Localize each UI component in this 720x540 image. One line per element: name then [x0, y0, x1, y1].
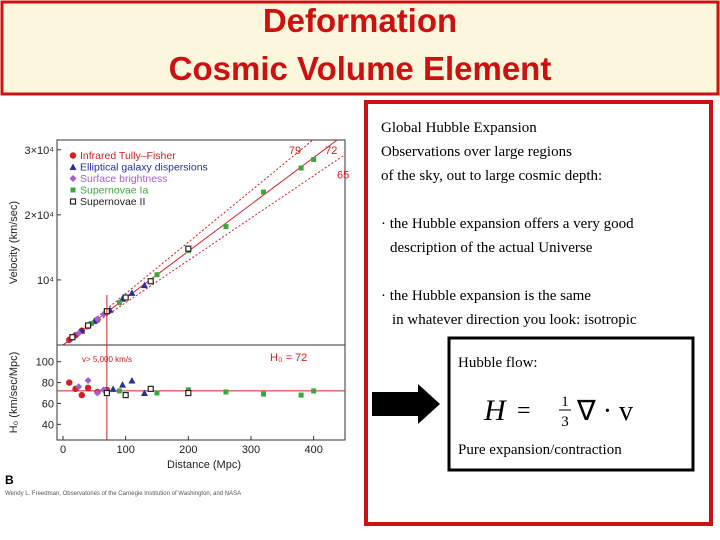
y-tick-label: 100: [36, 357, 54, 369]
figure: 10⁴ 2×10⁴ 3×10⁴ Velocity (km/sec) 79 72 65 Infr…: [8, 139, 349, 471]
y-tick-label: 60: [42, 398, 54, 410]
credit: Wendy L. Freedman, Observatories of the …: [5, 491, 241, 497]
equation-caption: Pure expansion/contraction: [458, 442, 622, 458]
point: [223, 224, 229, 230]
equation-den: 3: [561, 414, 569, 430]
arrow: [372, 384, 440, 424]
point: [185, 387, 191, 393]
legend-label: Infrared Tully–Fisher: [80, 150, 176, 162]
point: [69, 163, 77, 170]
point: [84, 322, 92, 329]
equation-box: [447, 336, 695, 472]
point: [75, 383, 83, 391]
legend-label: Surface brightness: [80, 173, 168, 185]
point: [88, 321, 94, 327]
y-axis-label: Velocity (km/sec): [8, 201, 20, 284]
y-tick-label: 80: [42, 378, 54, 390]
point: [147, 385, 154, 392]
title-box: [0, 0, 720, 96]
equation-label: Hubble flow:: [458, 355, 538, 371]
point: [69, 198, 77, 205]
h0-label: H₀ = 72: [270, 352, 307, 364]
point: [84, 376, 92, 384]
point: [185, 389, 192, 397]
fit-label: 79: [289, 145, 301, 157]
legend-label: Elliptical galaxy dispersions: [80, 162, 208, 174]
point: [140, 281, 148, 289]
cut-label: v> 5,000 km/s: [82, 355, 132, 364]
point: [109, 385, 117, 392]
x-tick-label: 400: [304, 444, 322, 456]
x-tick-label: 100: [116, 444, 134, 456]
point: [298, 392, 304, 398]
point: [185, 245, 192, 252]
heading-line: of the sky, out to large cosmic depth:: [381, 168, 602, 184]
plot-frame: [56, 344, 346, 441]
point: [93, 389, 101, 397]
point: [69, 334, 76, 341]
x-tick-label: 200: [179, 444, 197, 456]
point: [116, 388, 122, 394]
title-line: Deformation: [263, 2, 457, 39]
panel-letter: B: [5, 473, 14, 487]
point: [75, 329, 83, 337]
point: [116, 300, 122, 306]
y-axis-label: H₀ (km/sec/Mpc): [8, 352, 20, 434]
legend-label: Supernovae II: [80, 196, 145, 208]
equation-num: 1: [561, 394, 569, 410]
point: [103, 389, 110, 397]
bullet-line: · the Hubble expansion is the same: [381, 288, 591, 304]
point: [154, 272, 160, 278]
point: [70, 187, 76, 193]
point: [147, 278, 154, 285]
y-tick-label: 2×10⁴: [24, 210, 54, 222]
point: [93, 315, 101, 323]
bullet-line: description of the actual Universe: [390, 240, 593, 256]
bullet-line: in whatever direction you look: isotropi…: [392, 312, 637, 328]
fit-label: 72: [325, 145, 337, 157]
x-axis-label: Distance (Mpc): [167, 459, 241, 471]
point: [69, 152, 77, 159]
fit-label: 65: [337, 170, 349, 182]
point: [78, 391, 86, 399]
y-tick-label: 40: [42, 419, 54, 431]
equation-lhs: H: [483, 394, 508, 427]
y-tick-label: 10⁴: [37, 275, 54, 287]
point: [261, 391, 267, 397]
point: [84, 384, 92, 392]
equation-rhs: ∇ · v: [576, 396, 633, 427]
x-tick-label: 300: [242, 444, 260, 456]
point: [223, 389, 229, 395]
fit-line: [62, 154, 346, 346]
y-tick-label: 3×10⁴: [24, 145, 54, 157]
legend-label: Supernovae Ia: [80, 185, 148, 197]
point: [140, 389, 148, 397]
point: [298, 165, 304, 171]
point: [122, 392, 129, 399]
x-tick-label: 0: [60, 444, 66, 456]
point: [311, 157, 317, 163]
point: [311, 388, 317, 394]
point: [69, 175, 77, 182]
point: [154, 390, 160, 396]
point: [119, 381, 127, 388]
bullet-line: · the Hubble expansion offers a very goo…: [381, 216, 634, 232]
point: [261, 189, 267, 195]
point: [66, 379, 73, 386]
heading-line: Observations over large regions: [381, 144, 572, 160]
equation-eq: =: [517, 398, 531, 424]
point: [128, 376, 136, 384]
point: [128, 289, 136, 296]
point: [122, 294, 129, 301]
heading-line: Global Hubble Expansion: [381, 120, 537, 136]
title-line: Cosmic Volume Element: [169, 50, 552, 87]
